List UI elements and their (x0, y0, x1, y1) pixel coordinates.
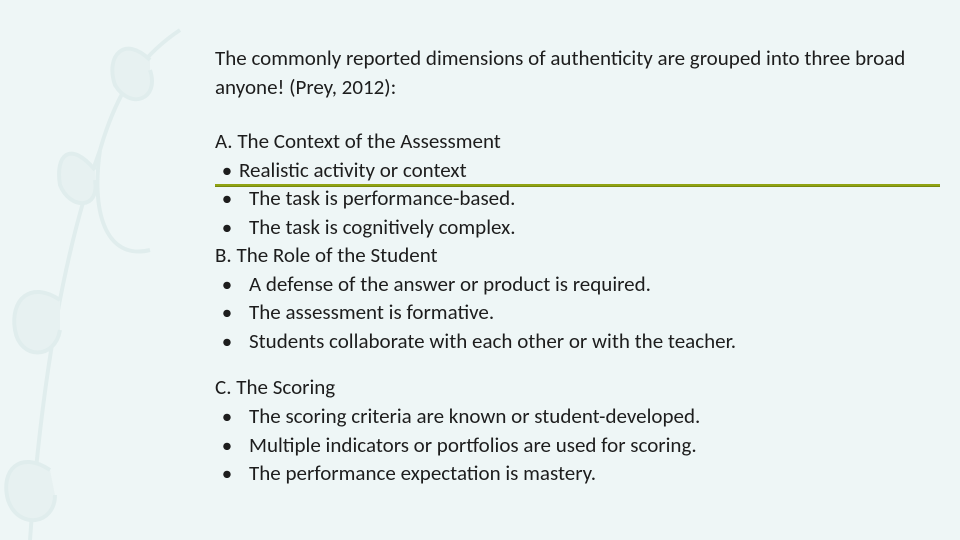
bullet-c2: Multiple indicators or portfolios are us… (239, 431, 697, 460)
bullet-b1: A defense of the answer or product is re… (239, 270, 651, 299)
section-a: A. The Context of the Assessment •Realis… (215, 127, 920, 241)
floral-decoration (0, 0, 200, 540)
bullet-a3: The task is cognitively complex. (239, 213, 516, 242)
section-c: C. The Scoring •The scoring criteria are… (215, 373, 920, 487)
bullet-c3: The performance expectation is mastery. (239, 459, 596, 488)
content-area: The commonly reported dimensions of auth… (215, 44, 920, 488)
section-a-title: A. The Context of the Assessment (215, 127, 920, 156)
section-b-title: B. The Role of the Student (215, 241, 920, 270)
bullet-c1: The scoring criteria are known or studen… (239, 402, 700, 431)
bullet-b2: The assessment is formative. (239, 298, 494, 327)
slide: The commonly reported dimensions of auth… (0, 0, 960, 540)
section-b: B. The Role of the Student •A defense of… (215, 241, 920, 355)
intro-paragraph: The commonly reported dimensions of auth… (215, 44, 920, 101)
bullet-a1: Realistic activity or context (239, 156, 467, 185)
section-c-title: C. The Scoring (215, 373, 920, 402)
bullet-b3: Students collaborate with each other or … (239, 327, 736, 356)
bullet-a2: The task is performance-based. (239, 184, 515, 213)
underline-rule (215, 184, 940, 187)
